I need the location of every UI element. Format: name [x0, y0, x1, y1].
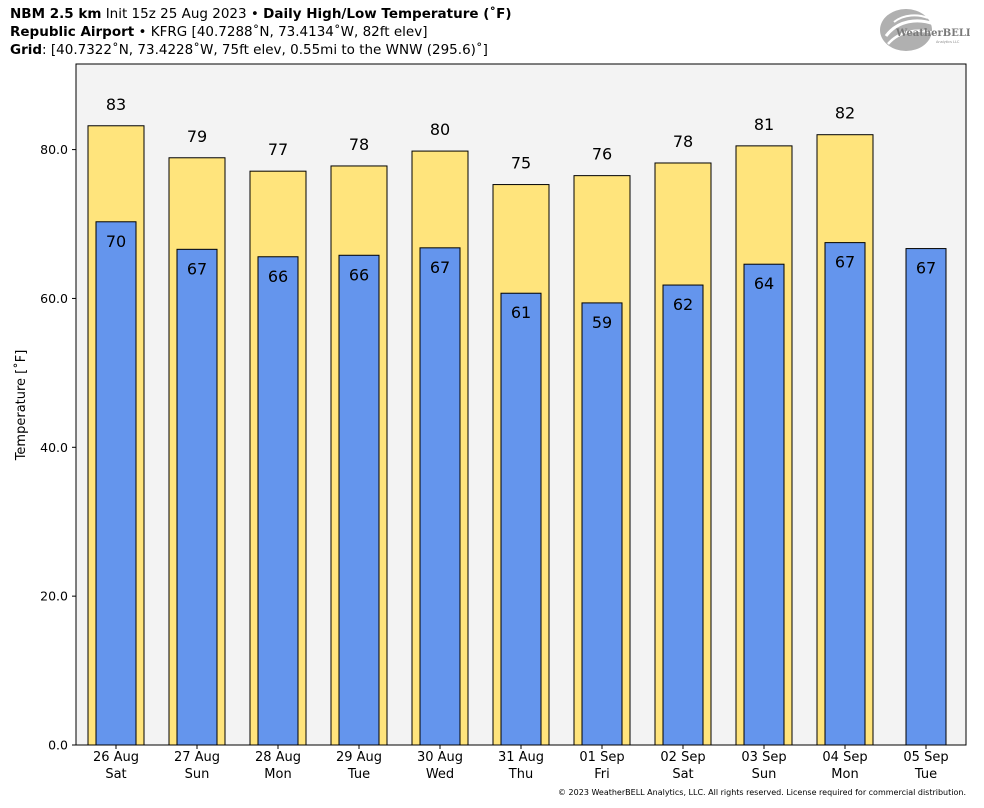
low-temp-bar — [176, 248, 218, 746]
x-tick-label-date: 30 Aug — [417, 750, 463, 765]
header-line-2: Republic Airport • KFRG [40.7288˚N, 73.4… — [10, 23, 427, 41]
x-tick-label-date: 01 Sep — [579, 750, 624, 765]
low-temp-bar — [419, 247, 461, 746]
low-temp-bar — [257, 256, 299, 746]
header-line-3: Grid: [40.7322˚N, 73.4228˚W, 75ft elev, … — [10, 41, 488, 59]
low-temp-bar — [905, 248, 947, 746]
separator: • — [250, 6, 259, 22]
y-tick-label: 40.0 — [40, 440, 68, 455]
chart-title: Daily High/Low Temperature (˚F) — [263, 6, 512, 22]
low-temp-label: 62 — [673, 295, 693, 314]
high-temp-label: 79 — [187, 127, 207, 146]
x-tick-label-day: Sun — [185, 767, 210, 782]
high-temp-label: 81 — [754, 115, 774, 134]
high-temp-label: 78 — [673, 132, 693, 151]
x-tick-label-day: Fri — [594, 767, 610, 782]
separator: • — [138, 24, 147, 40]
x-tick-label-day: Sun — [752, 767, 777, 782]
high-temp-label: 82 — [835, 104, 855, 123]
x-tick-label-day: Sat — [672, 767, 693, 782]
grid-info: : [40.7322˚N, 73.4228˚W, 75ft elev, 0.55… — [42, 42, 488, 58]
y-tick-label: 60.0 — [40, 291, 68, 306]
x-tick-label-date: 03 Sep — [741, 750, 786, 765]
x-tick-label-day: Sat — [105, 767, 126, 782]
low-temp-label: 67 — [835, 253, 855, 272]
high-temp-label: 80 — [430, 120, 450, 139]
high-temp-label: 75 — [511, 154, 531, 173]
low-temp-bar — [500, 292, 542, 746]
x-tick-label-date: 31 Aug — [498, 750, 544, 765]
x-tick-label-date: 04 Sep — [822, 750, 867, 765]
bars-layer: 83 70 79 67 77 66 78 66 80 67 75 61 76 59 78 62 81 64 82 67… — [87, 95, 947, 746]
x-tick-label-day: Mon — [264, 767, 291, 782]
y-tick-label: 20.0 — [40, 589, 68, 604]
low-temp-label: 70 — [106, 232, 126, 251]
x-tick-label-date: 05 Sep — [903, 750, 948, 765]
low-temp-bar — [824, 242, 866, 746]
x-tick-label-day: Wed — [426, 767, 454, 782]
y-axis-label: Temperature [˚F] — [13, 350, 29, 462]
x-tick-label-day: Mon — [831, 767, 858, 782]
grid-label: Grid — [10, 42, 43, 58]
x-tick-label-date: 29 Aug — [336, 750, 382, 765]
x-tick-label-day: Thu — [508, 767, 533, 782]
station-name: Republic Airport — [10, 24, 135, 40]
low-temp-label: 64 — [754, 274, 774, 293]
low-temp-label: 66 — [349, 265, 369, 284]
high-temp-label: 77 — [268, 140, 288, 159]
low-temp-bar — [581, 302, 623, 746]
low-temp-label: 67 — [430, 258, 450, 277]
x-tick-label-date: 02 Sep — [660, 750, 705, 765]
copyright-footer: © 2023 WeatherBELL Analytics, LLC. All r… — [558, 788, 966, 797]
x-tick-label-date: 26 Aug — [93, 750, 139, 765]
low-temp-label: 67 — [187, 259, 207, 278]
axes-layer: 26 Aug Sat 27 Aug Sun 28 Aug Mon 29 Aug Tue 30 A… — [40, 142, 948, 782]
high-temp-label: 76 — [592, 145, 612, 164]
high-temp-label: 78 — [349, 135, 369, 154]
low-temp-label: 67 — [916, 259, 936, 278]
x-tick-label-date: 28 Aug — [255, 750, 301, 765]
y-tick-label: 80.0 — [40, 142, 68, 157]
y-tick-label: 0.0 — [48, 738, 68, 753]
x-tick-label-day: Tue — [914, 767, 937, 782]
logo-text: WeatherBELL — [895, 28, 970, 39]
weatherbell-logo: WeatherBELL Analytics LLC — [880, 9, 970, 51]
low-temp-bar — [95, 221, 137, 746]
x-tick-label-day: Tue — [347, 767, 370, 782]
low-temp-label: 66 — [268, 267, 288, 286]
low-temp-bar — [743, 263, 785, 746]
logo-subtext: Analytics LLC — [936, 40, 960, 44]
high-temp-label: 83 — [106, 95, 126, 114]
model-name: NBM 2.5 km — [10, 6, 102, 22]
low-temp-label: 61 — [511, 303, 531, 322]
low-temp-bar — [662, 284, 704, 746]
station-info: KFRG [40.7288˚N, 73.4134˚W, 82ft elev] — [150, 24, 428, 40]
header-line-1: NBM 2.5 km Init 15z 25 Aug 2023 • Daily … — [10, 5, 512, 23]
low-temp-label: 59 — [592, 313, 612, 332]
init-time: Init 15z 25 Aug 2023 — [105, 6, 247, 22]
low-temp-bar — [338, 254, 380, 746]
x-tick-label-date: 27 Aug — [174, 750, 220, 765]
